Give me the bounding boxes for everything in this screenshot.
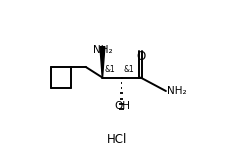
Text: &1: &1 (123, 65, 134, 74)
Text: NH₂: NH₂ (93, 45, 112, 55)
Text: OH: OH (114, 101, 130, 111)
Polygon shape (100, 47, 105, 78)
Text: &1: &1 (105, 65, 115, 74)
Text: NH₂: NH₂ (167, 86, 187, 96)
Text: HCl: HCl (107, 134, 127, 146)
Text: O: O (136, 50, 145, 63)
